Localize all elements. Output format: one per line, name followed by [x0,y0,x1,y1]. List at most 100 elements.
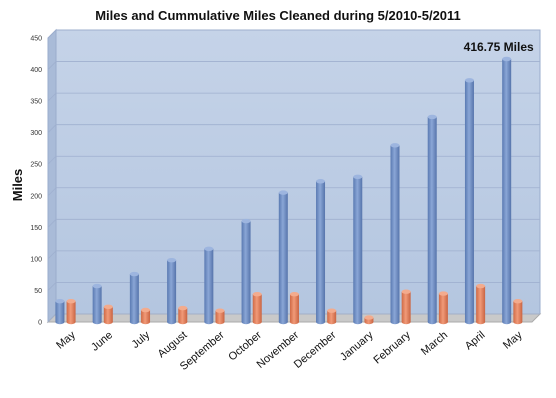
bar-series2-6-base [289,319,299,325]
bar-series1-11-face [464,80,474,322]
y-tick-label: 100 [30,256,42,263]
x-tick-label: December [292,329,339,371]
bar-series2-0 [66,298,76,325]
plot-side-wall [47,28,57,324]
bar-series1-7-top [316,179,326,184]
bar-series1-0-top [55,298,65,304]
bar-series1-11-top [464,78,474,83]
bar-series1-6-top [278,190,288,195]
bar-series1-4 [204,246,214,325]
bars [55,56,523,325]
gridline-side [47,124,57,133]
bar-series1-10 [427,114,437,325]
bar-series2-2 [141,307,151,325]
gridline-side [47,282,57,291]
bar-series2-1-top [103,304,113,310]
bar-series1-0-face [55,301,65,322]
bar-series2-5-base [252,319,262,325]
gridline-side [47,250,57,260]
bar-series2-10-base [438,319,448,325]
bar-series2-2-base [141,319,151,325]
bar-series2-0-top [66,298,76,304]
bar-series1-1-top [92,283,102,289]
bar-series2-2-face [141,310,151,322]
bar-series2-12-top [513,298,523,304]
bar-series1-3-base [167,319,177,325]
y-axis-label: Miles [10,169,25,202]
y-tick-label: 450 [30,36,42,43]
bar-series2-7-top [327,308,337,313]
bar-series1-2 [129,271,139,325]
bar-series1-12-base [502,319,512,325]
bar-series1-5 [241,218,251,325]
bar-series1-5-face [241,221,251,322]
bar-series1-3 [167,257,177,325]
bar-series2-8 [364,315,374,325]
bar-series1-9-top [390,143,400,148]
x-tick-label: June [89,329,115,354]
bar-series2-8-face [364,317,374,322]
annotations: 416.75 Miles [464,40,534,54]
chart-title: Miles and Cummulative Miles Cleaned duri… [95,8,461,23]
y-tick-label: 250 [30,162,42,169]
bar-series2-11 [476,283,486,325]
bar-series2-10 [438,291,448,325]
bar-series1-11-base [464,319,474,325]
bar-series2-7 [327,308,337,325]
x-tick-label: April [463,329,488,352]
bar-series1-0 [55,298,65,325]
bar-series1-4-top [204,246,214,251]
x-tick-label: August [156,329,190,360]
bar-series2-4-face [215,310,225,322]
bar-series1-7-face [316,181,326,322]
y-tick-label: 0 [38,320,42,327]
bar-series2-3-top [178,305,188,311]
bar-series1-10-top [427,114,437,120]
bar-series2-11-face [476,286,486,322]
bar-series1-8-top [353,174,363,180]
gridline-side [47,155,57,165]
bar-series2-5-face [252,294,262,322]
bar-series1-6-face [278,192,288,322]
bar-series1-9-face [390,145,400,322]
x-tick-label: March [419,329,450,358]
bar-series1-12-top [502,56,512,62]
bar-series1-2-top [129,271,139,277]
data-label-0: 416.75 Miles [464,40,534,54]
bar-series1-4-face [204,248,214,322]
bar-series2-9-face [401,291,411,322]
bar-series1-12 [502,56,512,325]
bar-series1-5-top [241,218,251,224]
bar-series2-8-base [364,319,374,325]
gridline-side [47,29,57,39]
bar-series1-6 [278,190,288,325]
bar-series2-9-top [401,289,411,294]
bar-series2-4-base [215,319,225,325]
x-tick-label: February [371,329,413,367]
bar-series1-4-base [204,319,214,325]
x-tick-label: January [338,329,376,364]
bar-series1-3-top [167,257,177,263]
bar-series2-1 [103,304,113,325]
bar-series1-8 [353,174,363,325]
bar-series1-2-face [129,274,139,322]
bar-series2-11-base [476,319,486,325]
bar-series1-8-face [353,176,363,322]
x-tick-label: July [130,329,153,351]
bar-series2-8-top [364,315,374,320]
bar-series2-9 [401,289,411,325]
y-tick-label: 200 [30,193,42,200]
bar-series2-2-top [141,307,151,313]
bar-series2-9-base [401,319,411,325]
bar-series1-10-face [427,116,437,322]
bar-series2-4 [215,308,225,325]
gridline-side [47,219,57,228]
bar-series1-12-face [502,58,512,323]
bar-series2-11-top [476,283,486,289]
x-tick-label: May [501,329,525,352]
bar-series2-1-face [103,306,113,322]
bar-series1-10-base [427,319,437,325]
bar-series1-1-face [92,286,102,322]
